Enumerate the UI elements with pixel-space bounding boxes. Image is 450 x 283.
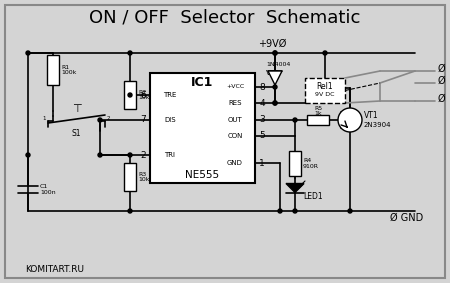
Text: 7: 7: [140, 115, 146, 125]
Text: +9VØ: +9VØ: [258, 39, 286, 49]
Bar: [150, 73, 255, 183]
Text: Ø: Ø: [438, 76, 446, 86]
Text: 4: 4: [259, 98, 265, 108]
Circle shape: [128, 51, 132, 55]
Text: TRI: TRI: [165, 152, 176, 158]
Circle shape: [98, 118, 102, 122]
Bar: [307, 115, 329, 125]
Text: Ø: Ø: [438, 94, 446, 104]
Circle shape: [273, 101, 277, 105]
Polygon shape: [268, 71, 282, 85]
Text: R2
10k: R2 10k: [138, 90, 149, 100]
Text: VT1: VT1: [364, 110, 378, 119]
Text: R1
100k: R1 100k: [61, 65, 76, 75]
Text: 5: 5: [259, 132, 265, 140]
Text: 9V DC: 9V DC: [315, 92, 335, 97]
Bar: [47, 55, 59, 85]
Text: GND: GND: [227, 160, 243, 166]
Circle shape: [278, 209, 282, 213]
Circle shape: [128, 93, 132, 97]
Text: LED1: LED1: [303, 192, 323, 201]
Text: 8: 8: [259, 83, 265, 91]
Circle shape: [293, 209, 297, 213]
Circle shape: [273, 85, 277, 89]
Circle shape: [273, 101, 277, 105]
Text: OUT: OUT: [228, 117, 243, 123]
Circle shape: [128, 209, 132, 213]
Text: 2: 2: [107, 117, 111, 121]
Text: C1
100n: C1 100n: [40, 184, 56, 195]
Circle shape: [98, 153, 102, 157]
Circle shape: [128, 153, 132, 157]
Text: IC1: IC1: [191, 76, 214, 89]
Text: 2N3904: 2N3904: [364, 122, 392, 128]
Text: KOMITART.RU: KOMITART.RU: [25, 265, 84, 273]
Text: R5
1k: R5 1k: [314, 106, 322, 116]
Text: ⊤: ⊤: [72, 104, 81, 114]
Text: VD1: VD1: [266, 70, 280, 76]
Text: 3: 3: [259, 115, 265, 125]
Bar: [124, 163, 136, 191]
Bar: [289, 151, 301, 176]
Text: TRE: TRE: [163, 92, 177, 98]
Circle shape: [26, 51, 30, 55]
Text: Ø: Ø: [438, 64, 446, 74]
Text: RES: RES: [228, 100, 242, 106]
Text: R4
910R: R4 910R: [303, 158, 319, 169]
Circle shape: [273, 51, 277, 55]
Text: 1: 1: [42, 117, 46, 121]
Circle shape: [293, 118, 297, 122]
Circle shape: [348, 209, 352, 213]
Text: 1N4004: 1N4004: [266, 63, 290, 68]
Circle shape: [273, 51, 277, 55]
Text: 6: 6: [140, 91, 146, 100]
Text: S1: S1: [72, 130, 81, 138]
Text: 1: 1: [259, 158, 265, 168]
Text: ON / OFF  Selector  Schematic: ON / OFF Selector Schematic: [89, 9, 361, 27]
Text: CON: CON: [227, 133, 243, 139]
Polygon shape: [286, 183, 304, 192]
Text: Rel1: Rel1: [317, 82, 333, 91]
Text: Ø GND: Ø GND: [391, 213, 423, 223]
Circle shape: [323, 51, 327, 55]
Text: 2: 2: [140, 151, 146, 160]
Text: DIS: DIS: [164, 117, 176, 123]
Bar: [124, 81, 136, 109]
Text: NE555: NE555: [185, 170, 220, 180]
Circle shape: [26, 153, 30, 157]
Text: R3
10k: R3 10k: [138, 171, 149, 183]
Text: +VCC: +VCC: [226, 85, 244, 89]
Bar: [305, 78, 345, 103]
Circle shape: [338, 108, 362, 132]
